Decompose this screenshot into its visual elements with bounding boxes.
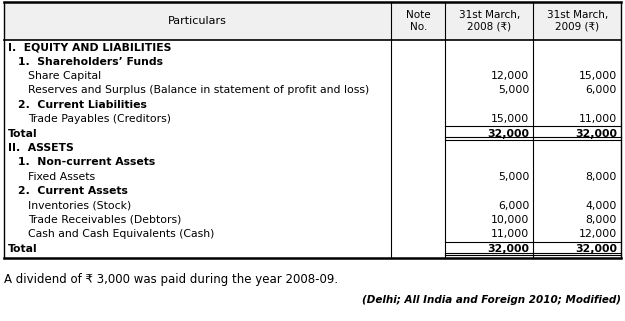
- Bar: [4, 2, 621, 40]
- Text: 32,000: 32,000: [575, 244, 617, 254]
- Text: 8,000: 8,000: [586, 215, 617, 225]
- Text: 32,000: 32,000: [488, 129, 529, 139]
- Text: Total: Total: [8, 129, 38, 139]
- Text: Note
No.: Note No.: [406, 10, 431, 32]
- Text: 15,000: 15,000: [491, 114, 529, 124]
- Text: 12,000: 12,000: [579, 230, 617, 239]
- Text: 4,000: 4,000: [586, 201, 617, 211]
- Text: 1.  Non-current Assets: 1. Non-current Assets: [18, 157, 155, 167]
- Text: II.  ASSETS: II. ASSETS: [8, 143, 74, 153]
- Text: A dividend of ₹ 3,000 was paid during the year 2008-09.: A dividend of ₹ 3,000 was paid during th…: [4, 273, 338, 287]
- Text: 11,000: 11,000: [579, 114, 617, 124]
- Text: I.  EQUITY AND LIABILITIES: I. EQUITY AND LIABILITIES: [8, 42, 171, 52]
- Text: Inventories (Stock): Inventories (Stock): [28, 201, 131, 211]
- Text: 2.  Current Liabilities: 2. Current Liabilities: [18, 100, 147, 110]
- Text: 11,000: 11,000: [491, 230, 529, 239]
- Text: 32,000: 32,000: [488, 244, 529, 254]
- Text: Share Capital: Share Capital: [28, 71, 101, 81]
- Text: 2.  Current Assets: 2. Current Assets: [18, 186, 128, 196]
- Text: 31st March,
2009 (₹): 31st March, 2009 (₹): [547, 10, 608, 32]
- Text: 5,000: 5,000: [498, 85, 529, 95]
- Text: 15,000: 15,000: [579, 71, 617, 81]
- Text: 5,000: 5,000: [498, 172, 529, 182]
- Text: Total: Total: [8, 244, 38, 254]
- Text: Particulars: Particulars: [168, 16, 227, 26]
- Text: Fixed Assets: Fixed Assets: [28, 172, 95, 182]
- Text: 10,000: 10,000: [491, 215, 529, 225]
- Text: 8,000: 8,000: [586, 172, 617, 182]
- Text: (Delhi; All India and Foreign 2010; Modified): (Delhi; All India and Foreign 2010; Modi…: [362, 295, 621, 305]
- Text: 6,000: 6,000: [498, 201, 529, 211]
- Text: 1.  Shareholders’ Funds: 1. Shareholders’ Funds: [18, 56, 163, 66]
- Text: Cash and Cash Equivalents (Cash): Cash and Cash Equivalents (Cash): [28, 230, 214, 239]
- Text: 31st March,
2008 (₹): 31st March, 2008 (₹): [459, 10, 520, 32]
- Text: 12,000: 12,000: [491, 71, 529, 81]
- Text: Reserves and Surplus (Balance in statement of profit and loss): Reserves and Surplus (Balance in stateme…: [28, 85, 369, 95]
- Text: Trade Receivables (Debtors): Trade Receivables (Debtors): [28, 215, 181, 225]
- Text: 6,000: 6,000: [586, 85, 617, 95]
- Text: 32,000: 32,000: [575, 129, 617, 139]
- Text: Trade Payables (Creditors): Trade Payables (Creditors): [28, 114, 171, 124]
